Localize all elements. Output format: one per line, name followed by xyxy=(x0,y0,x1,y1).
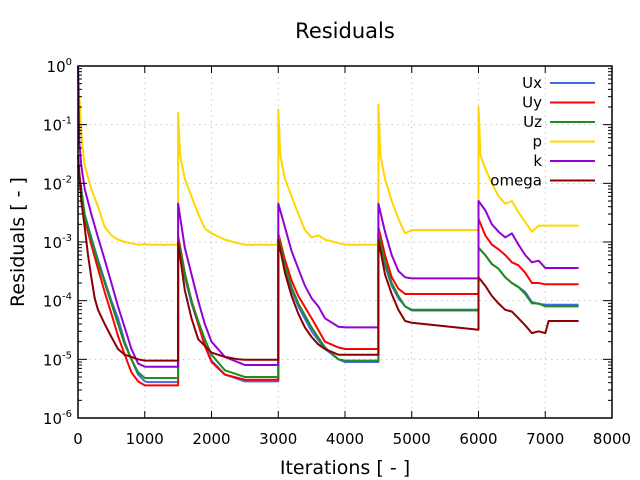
x-tick-labels: 0 1000 2000 3000 4000 5000 6000 7000 8000 xyxy=(73,430,631,448)
legend-label-Uy: Uy xyxy=(522,94,542,112)
x-tick-label: 2000 xyxy=(192,430,230,448)
x-axis-label: Iterations [ - ] xyxy=(280,457,410,479)
x-tick-label: 8000 xyxy=(593,430,631,448)
y-tick-label: 10-3 xyxy=(43,233,72,252)
y-tick-label: 10-6 xyxy=(43,409,72,428)
series-line-p xyxy=(77,68,579,246)
legend-label-omega: omega xyxy=(490,172,542,190)
x-tick-label: 3000 xyxy=(259,430,297,448)
legend-label-p: p xyxy=(532,133,542,151)
y-tick-label: 10-2 xyxy=(43,174,72,193)
x-tick-label: 5000 xyxy=(393,430,431,448)
y-axis-label: Residuals [ - ] xyxy=(7,177,29,307)
y-tick-label: 100 xyxy=(47,57,72,76)
series-line-Uy xyxy=(77,165,579,387)
series-layer xyxy=(77,65,579,387)
x-tick-label: 7000 xyxy=(526,430,564,448)
x-tick-label: 6000 xyxy=(459,430,497,448)
series-line-k xyxy=(77,65,579,368)
legend-label-Ux: Ux xyxy=(522,74,542,92)
y-tick-labels: 100 10-1 10-2 10-3 10-4 10-5 10-6 xyxy=(43,57,72,428)
legend-label-Uz: Uz xyxy=(523,113,542,131)
series-line-Uz xyxy=(77,165,579,379)
y-tick-label: 10-1 xyxy=(43,116,72,135)
ticks xyxy=(77,65,613,419)
y-tick-label: 10-5 xyxy=(43,350,72,369)
x-tick-label: 1000 xyxy=(126,430,164,448)
y-tick-label: 10-4 xyxy=(43,292,72,311)
chart-title: Residuals xyxy=(295,19,395,43)
series-line-omega xyxy=(77,155,579,362)
x-tick-label: 0 xyxy=(73,430,83,448)
x-tick-label: 4000 xyxy=(326,430,364,448)
legend-label-k: k xyxy=(533,152,542,170)
